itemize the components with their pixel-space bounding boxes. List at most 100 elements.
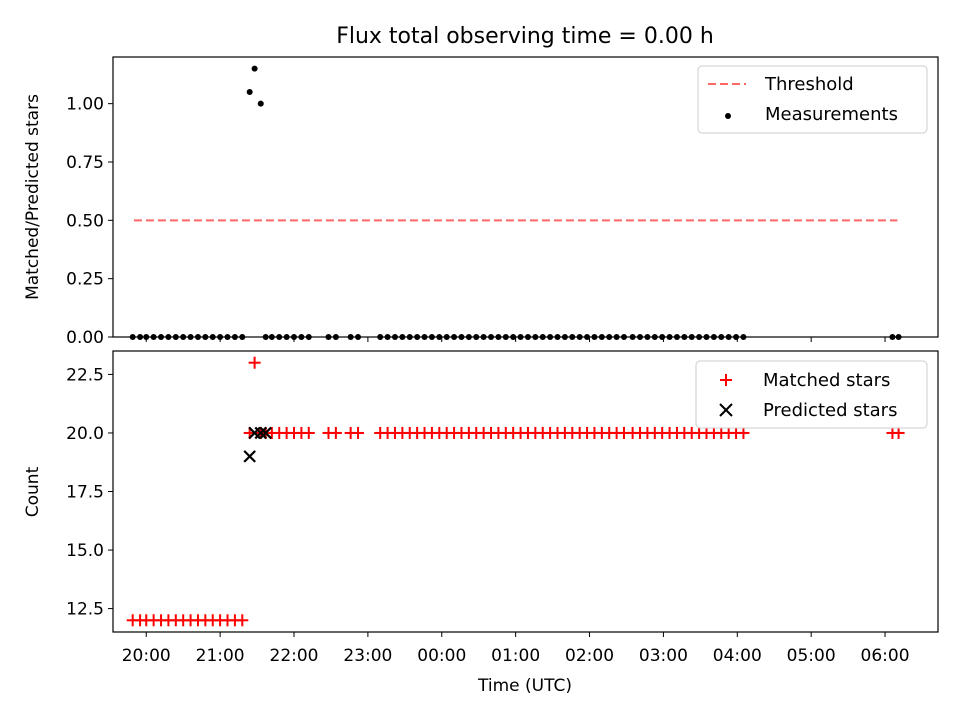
- measurement-point: [532, 334, 539, 340]
- x-tick-label: 21:00: [196, 646, 245, 666]
- measurement-point: [703, 334, 710, 340]
- measurement-point: [524, 334, 531, 340]
- y-tick-label: 1.00: [66, 95, 104, 115]
- top-panel-y-ticks: 0.00 0.25 0.50 0.75 1.00: [66, 95, 113, 348]
- measurement-point: [681, 334, 688, 340]
- measurement-point: [414, 334, 421, 340]
- measurement-point: [298, 334, 305, 340]
- measurements-legend-label: Measurements: [765, 104, 898, 125]
- y-tick-label: 12.5: [66, 600, 104, 620]
- measurement-point: [644, 334, 651, 340]
- measurement-point: [347, 334, 354, 340]
- measurement-point: [231, 334, 238, 340]
- x-tick-label: 03:00: [639, 646, 688, 666]
- measurement-point: [606, 334, 613, 340]
- measurement-point: [194, 334, 201, 340]
- matched-star-point: [248, 356, 261, 369]
- measurement-point: [143, 334, 150, 340]
- measurement-point: [251, 65, 258, 72]
- measurement-point: [202, 334, 209, 340]
- threshold-legend-label: Threshold: [764, 74, 854, 95]
- measurement-point: [576, 334, 583, 340]
- y-tick-label: 0.00: [66, 328, 104, 348]
- matched-star-point: [302, 426, 315, 439]
- measurement-point: [150, 334, 157, 340]
- measurement-point: [539, 334, 546, 340]
- predicted-star-point: [254, 426, 268, 440]
- predicted-star-point: [259, 426, 272, 440]
- chart-title: Flux total observing time = 0.00 h: [336, 24, 714, 49]
- y-tick-label: 22.5: [66, 365, 104, 385]
- measurement-point: [696, 334, 703, 340]
- measurement-point: [547, 334, 554, 340]
- bottom-panel-y-label: Count: [23, 466, 43, 517]
- measurement-point: [465, 334, 472, 340]
- bottom-legend: Matched stars Predicted stars: [695, 360, 928, 429]
- measurement-point: [629, 334, 636, 340]
- measurement-point: [740, 334, 747, 340]
- measurement-point: [480, 334, 487, 340]
- measurement-point: [276, 334, 283, 340]
- measurement-point: [561, 334, 568, 340]
- measurement-point: [725, 334, 732, 340]
- measurement-point: [659, 334, 666, 340]
- measurement-point: [710, 334, 717, 340]
- matched-star-point: [236, 614, 249, 627]
- top-panel: 0.00 0.25 0.50 0.75 1.00 Matched/Predicted s…: [23, 56, 939, 348]
- measurement-point: [569, 334, 576, 340]
- x-tick-label: 01:00: [491, 646, 540, 666]
- measurement-point: [451, 334, 458, 340]
- measurement-point: [406, 334, 413, 340]
- x-tick-label: 04:00: [713, 646, 762, 666]
- measurement-point: [129, 334, 136, 340]
- predicted-legend-swatch: [719, 403, 733, 417]
- measurement-point: [158, 334, 165, 340]
- matched-star-point: [352, 426, 365, 439]
- x-tick-label: 06:00: [861, 646, 910, 666]
- y-tick-label: 20.0: [66, 424, 104, 444]
- top-panel-y-label: Matched/Predicted stars: [23, 94, 43, 300]
- measurement-point: [165, 334, 172, 340]
- measurement-point: [443, 334, 450, 340]
- measurement-point: [283, 334, 290, 340]
- measurement-point: [517, 334, 524, 340]
- measurement-point: [651, 334, 658, 340]
- measurement-point: [718, 334, 725, 340]
- measurement-point: [137, 334, 144, 340]
- measurements-legend-swatch: [725, 113, 731, 119]
- measurement-point: [502, 334, 509, 340]
- y-tick-label: 0.75: [66, 153, 104, 173]
- top-legend: Threshold Measurements: [697, 65, 928, 134]
- bottom-panel-marks: [126, 356, 905, 627]
- x-tick-label: 23:00: [343, 646, 392, 666]
- measurement-point: [488, 334, 495, 340]
- measurement-point: [895, 334, 902, 340]
- measurement-point: [332, 334, 339, 340]
- y-tick-label: 15.0: [66, 541, 104, 561]
- x-tick-label: 20:00: [122, 646, 171, 666]
- x-tick-label: 02:00: [565, 646, 614, 666]
- measurement-point: [239, 334, 246, 340]
- measurement-point: [377, 334, 384, 340]
- measurement-point: [510, 334, 517, 340]
- measurement-point: [217, 334, 224, 340]
- measurement-point: [621, 334, 628, 340]
- measurement-point: [428, 334, 435, 340]
- measurement-point: [399, 334, 406, 340]
- measurement-point: [187, 334, 194, 340]
- predicted-star-point: [243, 450, 256, 463]
- x-tick-label: 00:00: [417, 646, 466, 666]
- measurement-point: [688, 334, 695, 340]
- bottom-panel-x-ticks: 20:00 21:00 22:00 23:00 00:00 01:00 02:00 03:00…: [122, 632, 910, 666]
- top-panel-marks: [129, 65, 902, 340]
- x-axis-label: Time (UTC): [477, 676, 572, 696]
- measurement-point: [172, 334, 179, 340]
- measurement-point: [495, 334, 502, 340]
- matched-star-point: [737, 426, 750, 439]
- top-legend-box: [697, 65, 928, 134]
- measurement-point: [355, 334, 362, 340]
- measurement-point: [291, 334, 298, 340]
- measurement-point: [554, 334, 561, 340]
- measurement-point: [421, 334, 428, 340]
- measurement-point: [673, 334, 680, 340]
